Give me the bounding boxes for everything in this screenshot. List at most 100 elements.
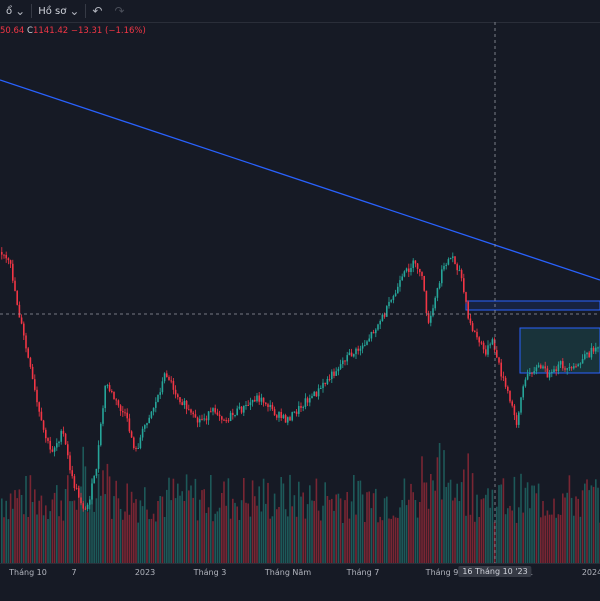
candle-body [273,409,276,416]
candle-body [445,264,447,266]
candle-body [267,404,269,407]
toolbar-item-left[interactable]: ổ ⌄ [0,0,31,22]
volume-bar [300,496,302,563]
candle-body [372,332,375,334]
candle-body [205,418,208,421]
candle-body [337,368,340,372]
undo-button[interactable]: ↶ [86,0,108,22]
volume-bar [320,520,322,563]
candle-body [115,399,117,401]
candle-body [141,428,144,438]
candle-body [535,367,538,372]
volume-bar [388,518,390,563]
candle-body [104,385,106,409]
volume-bar [322,505,324,563]
volume-bar [152,513,155,563]
candle-body [447,259,450,265]
volume-bar [403,478,406,563]
volume-bar [284,509,287,563]
volume-bar [364,522,366,563]
candle-body [280,412,282,418]
redo-button[interactable]: ↷ [108,0,130,22]
redo-icon: ↷ [114,4,125,18]
volume-bar [548,514,551,563]
volume-bar [130,491,133,563]
candle-body [78,488,80,498]
candle-body [315,391,318,397]
volume-bar [119,509,122,563]
candle-body [559,361,562,365]
candle-body [192,412,194,415]
candle-body [23,323,25,336]
candle-body [529,372,531,374]
candle-body [42,420,45,430]
candle-body [256,395,258,402]
volume-bar [289,474,291,563]
volume-bar [368,491,370,563]
candle-body [62,430,65,434]
candle-body [117,400,120,406]
volume-bar [31,502,34,563]
volume-bar [568,475,571,563]
candle-body [126,412,128,419]
candle-body [509,390,511,402]
candle-body [537,365,540,368]
volume-bar [324,482,326,563]
candle-body [20,317,23,324]
candle-body [436,288,439,298]
candle-body [397,286,399,294]
candle-body [106,385,109,387]
candle-body [130,431,133,438]
candle-body [405,268,408,272]
volume-bar [489,507,491,563]
volume-bar [111,518,113,563]
candle-body [258,395,260,402]
candle-body [177,394,179,398]
candle-body [249,402,252,406]
volume-bar [157,501,159,563]
candle-body [183,400,186,405]
volume-bar [350,501,353,563]
chart-area[interactable] [0,22,600,563]
candle-body [111,391,113,392]
time-axis[interactable]: Tháng 10 7 2023 Tháng 3 Tháng Năm Tháng … [0,563,600,601]
profile-dropdown[interactable]: Hồ sơ ⌄ [32,0,85,22]
volume-bar [463,469,465,563]
candle-body [570,367,573,369]
candle-body [84,508,87,510]
candle-body [56,443,58,448]
volume-bar [302,492,304,563]
candle-body [588,352,590,358]
volume-bar [27,517,29,563]
volume-bar [434,490,436,563]
volume-bar [326,496,329,563]
volume-bar [49,511,51,563]
candle-body [496,350,498,358]
candle-body [25,335,27,349]
candle-body [295,411,298,414]
candle-body [27,348,29,358]
volume-bar [150,518,153,563]
volume-bar [531,485,533,563]
candle-body [540,365,542,369]
volume-bar [419,502,421,563]
candle-body [410,268,412,272]
volume-bar [405,505,408,563]
volume-bar [128,514,131,563]
volume-bar [482,498,485,563]
volume-bar [181,491,183,563]
candle-body [434,297,436,309]
volume-bar [498,485,500,563]
volume-bar [416,517,419,563]
candle-body [172,380,175,390]
candle-body [482,342,485,350]
candle-body [491,339,494,345]
volume-bar [502,478,505,563]
volume-bar [456,483,458,563]
volume-bar [122,519,124,563]
volume-bar [271,516,274,563]
volume-bar [166,489,168,563]
volume-bar [133,502,135,563]
candle-body [139,437,142,448]
volume-bar [67,475,69,563]
